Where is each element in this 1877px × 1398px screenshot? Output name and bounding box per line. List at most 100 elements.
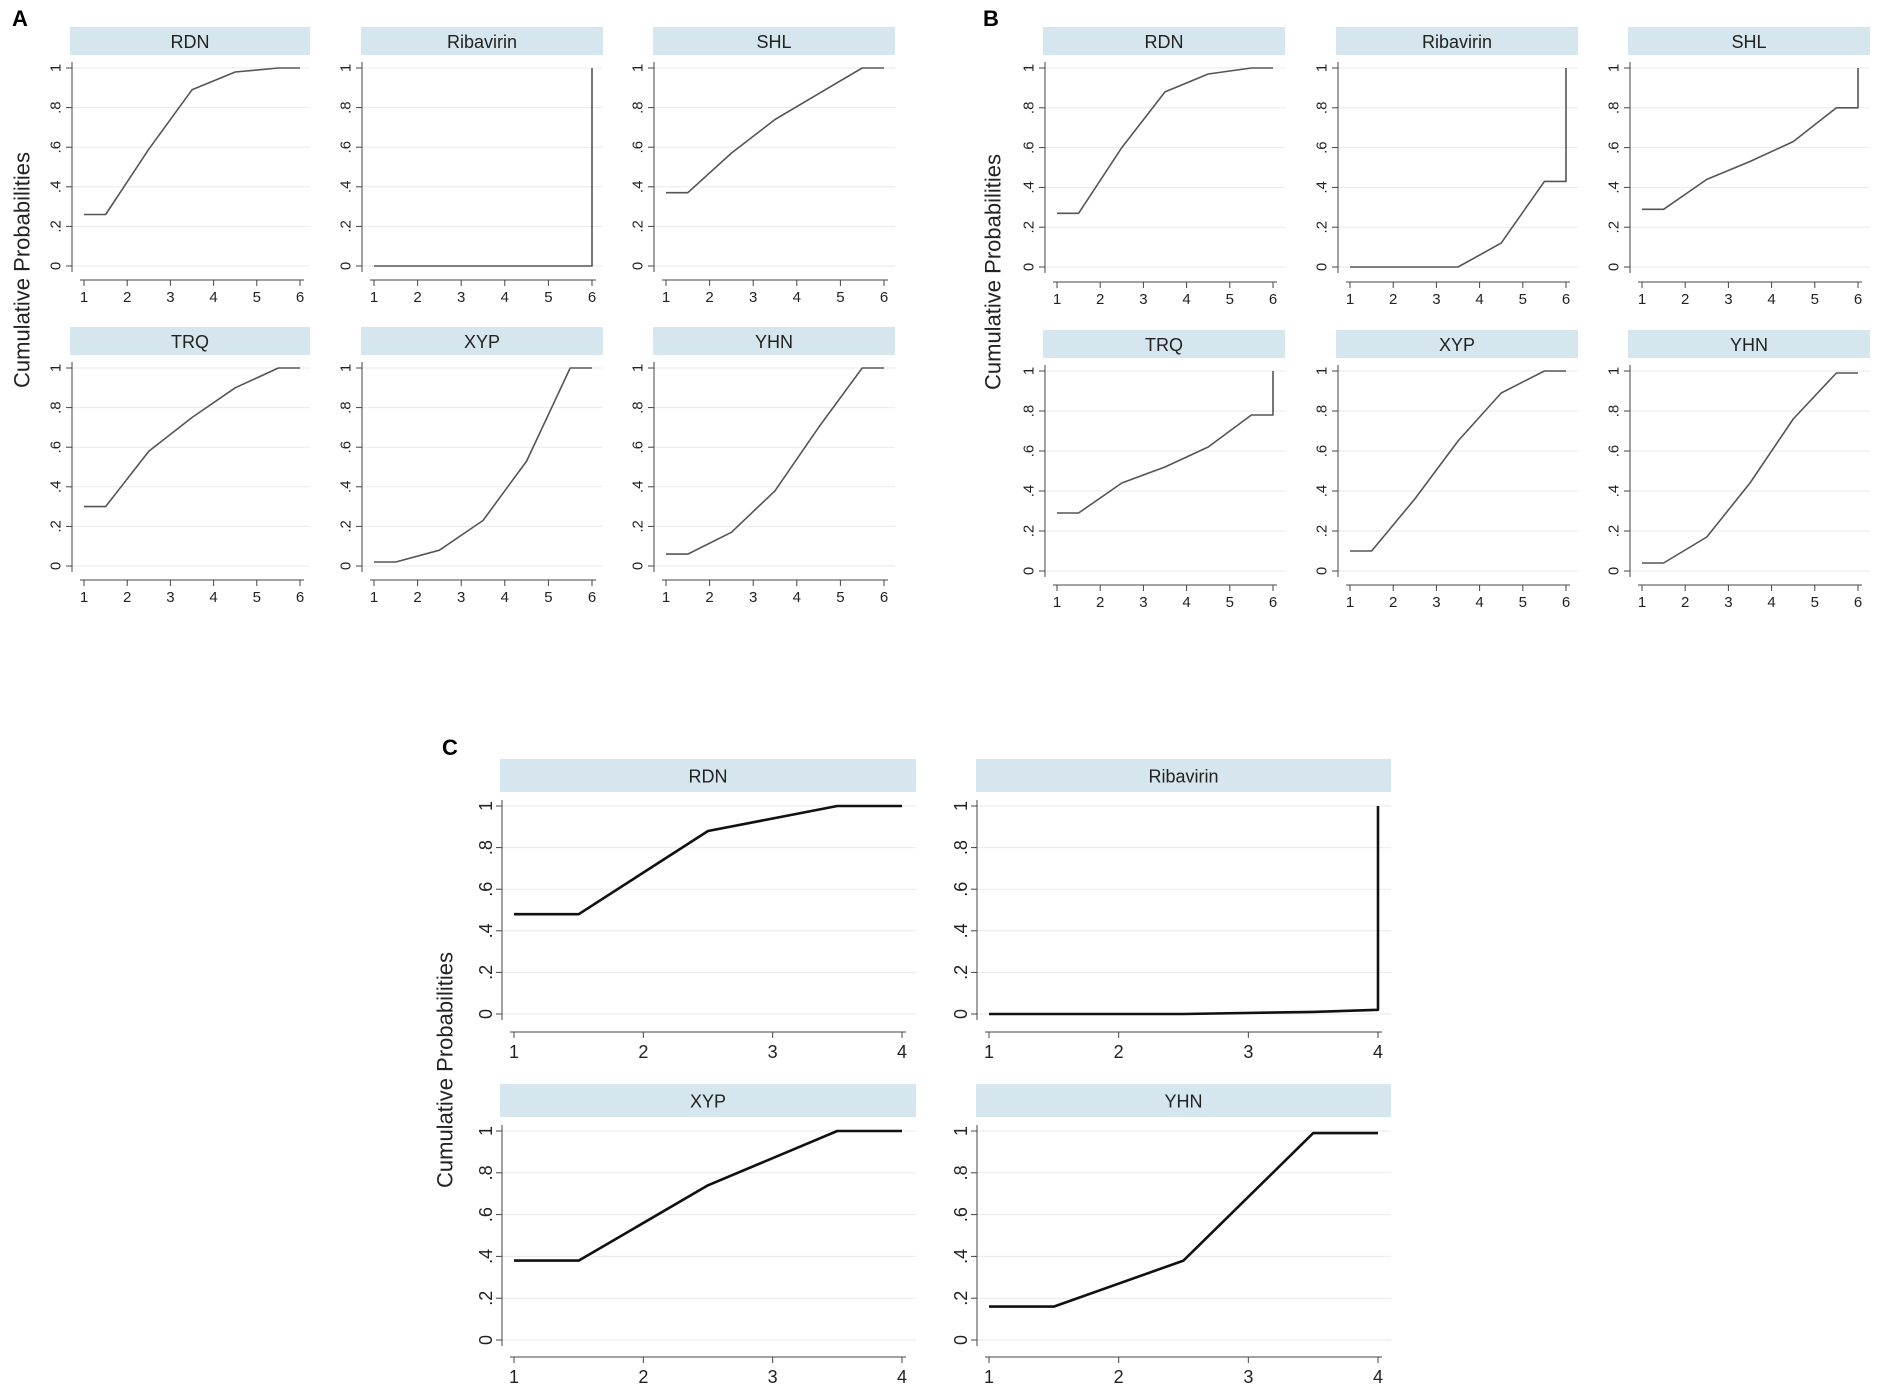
facet-shl: SHL 0 .2 .4 .6 .8 1 1 2 3 4 5 6 — [630, 27, 895, 306]
y-tick-label: .6 — [630, 141, 647, 154]
panel-B: B Cumulative Probabilities RDN 0 .2 .4 .6 .8 1 1 2… — [981, 6, 1870, 611]
y-tick-label: .8 — [338, 101, 355, 114]
y-tick-label: 1 — [338, 64, 355, 72]
x-tick-label: 3 — [1432, 594, 1440, 611]
x-tick-label: 5 — [1519, 291, 1527, 308]
panel-letter: A — [12, 6, 28, 31]
y-tick-label: .8 — [1314, 102, 1331, 115]
y-tick-label: 1 — [476, 1126, 496, 1136]
x-tick-label: 3 — [1243, 1367, 1253, 1387]
series-line — [989, 806, 1380, 1016]
x-tick-label: 4 — [793, 589, 801, 606]
series-line — [1350, 370, 1566, 552]
y-tick-label: 0 — [1021, 567, 1038, 575]
facet-strip — [500, 759, 916, 792]
y-axis-label: Cumulative Probabilities — [981, 154, 1006, 390]
x-tick-label: 4 — [1475, 594, 1483, 611]
y-tick-label: .4 — [48, 181, 65, 194]
y-tick-label: .6 — [48, 441, 65, 454]
y-tick-label: .6 — [630, 441, 647, 454]
x-tick-label: 5 — [836, 589, 844, 606]
y-tick-label: .2 — [630, 520, 647, 533]
y-tick-label: .2 — [476, 965, 496, 980]
facet-strip — [1336, 330, 1578, 358]
y-tick-label: .2 — [476, 1291, 496, 1306]
y-tick-label: 0 — [1314, 567, 1331, 575]
y-tick-label: .8 — [48, 101, 65, 114]
x-tick-label: 2 — [638, 1367, 648, 1387]
y-tick-label: .4 — [1606, 181, 1623, 194]
facet-xyp: XYP 0 .2 .4 .6 .8 1 1 2 3 4 — [476, 1084, 916, 1387]
facet-yhn: YHN 0 .2 .4 .6 .8 1 1 2 3 4 — [951, 1084, 1391, 1387]
y-tick-label: 0 — [951, 1009, 971, 1019]
x-tick-label: 1 — [80, 289, 88, 306]
x-tick-label: 5 — [1226, 594, 1234, 611]
y-tick-label: .4 — [630, 481, 647, 494]
x-tick-label: 3 — [768, 1367, 778, 1387]
x-tick-label: 5 — [1226, 291, 1234, 308]
series-line — [1350, 68, 1567, 268]
x-tick-label: 2 — [123, 589, 131, 606]
y-tick-label: .6 — [1314, 141, 1331, 154]
x-tick-label: 6 — [296, 589, 304, 606]
y-tick-label: .8 — [630, 101, 647, 114]
x-tick-label: 3 — [166, 589, 174, 606]
y-tick-label: .2 — [630, 220, 647, 233]
y-tick-label: .4 — [1314, 181, 1331, 194]
series-line — [1057, 371, 1274, 514]
y-tick-label: .2 — [48, 220, 65, 233]
x-tick-label: 1 — [1053, 594, 1061, 611]
series-line — [374, 68, 593, 267]
facet-rdn: RDN 0 .2 .4 .6 .8 1 1 2 3 4 5 6 — [48, 27, 310, 306]
panel-C: C Cumulative Probabilities RDN 0 .2 .4 .6 .8 1 1 2… — [433, 735, 1391, 1387]
x-tick-label: 4 — [897, 1367, 907, 1387]
y-tick-label: 1 — [1021, 367, 1038, 375]
y-tick-label: 0 — [476, 1335, 496, 1345]
y-tick-label: .6 — [48, 141, 65, 154]
y-tick-label: .6 — [1606, 445, 1623, 458]
x-tick-label: 2 — [413, 289, 421, 306]
x-tick-label: 1 — [1638, 594, 1646, 611]
y-tick-label: 1 — [1606, 64, 1623, 72]
series-line — [666, 67, 884, 194]
facet-trq: TRQ 0 .2 .4 .6 .8 1 1 2 3 4 5 6 — [48, 327, 310, 606]
panel-letter: B — [983, 6, 999, 31]
x-tick-label: 5 — [1811, 594, 1819, 611]
y-tick-label: .8 — [338, 401, 355, 414]
x-tick-label: 1 — [1346, 594, 1354, 611]
y-tick-label: .2 — [951, 1291, 971, 1306]
y-tick-label: .8 — [1021, 405, 1038, 418]
x-tick-label: 3 — [1724, 291, 1732, 308]
x-tick-label: 4 — [209, 589, 217, 606]
x-tick-label: 6 — [1269, 594, 1277, 611]
x-tick-label: 2 — [123, 289, 131, 306]
facet-title: XYP — [1439, 335, 1475, 355]
facet-rdn: RDN 0 .2 .4 .6 .8 1 1 2 3 4 — [476, 759, 916, 1062]
y-tick-label: .6 — [338, 141, 355, 154]
facet-strip — [1628, 330, 1870, 358]
x-tick-label: 2 — [1114, 1367, 1124, 1387]
y-tick-label: .8 — [476, 1165, 496, 1180]
x-tick-label: 3 — [166, 289, 174, 306]
facet-title: XYP — [690, 1092, 726, 1112]
x-tick-label: 1 — [80, 589, 88, 606]
y-tick-label: .2 — [1606, 221, 1623, 234]
x-tick-label: 2 — [1681, 291, 1689, 308]
series-line — [1642, 68, 1859, 211]
y-tick-label: .2 — [1021, 525, 1038, 538]
x-tick-label: 3 — [457, 589, 465, 606]
y-tick-label: 0 — [1021, 263, 1038, 271]
y-tick-label: 0 — [48, 562, 65, 570]
y-tick-label: 1 — [630, 64, 647, 72]
y-tick-label: .6 — [1606, 141, 1623, 154]
y-axis-label: Cumulative Probabilities — [10, 152, 35, 388]
y-tick-label: .8 — [476, 840, 496, 855]
x-tick-label: 2 — [1681, 594, 1689, 611]
x-tick-label: 6 — [1269, 291, 1277, 308]
facet-ribavirin: Ribavirin 0 .2 .4 .6 .8 1 1 2 3 4 5 6 — [338, 27, 603, 306]
y-tick-label: 0 — [630, 562, 647, 570]
x-tick-label: 2 — [1096, 594, 1104, 611]
x-tick-label: 1 — [370, 589, 378, 606]
facet-title: SHL — [756, 32, 791, 52]
x-tick-label: 5 — [1811, 291, 1819, 308]
